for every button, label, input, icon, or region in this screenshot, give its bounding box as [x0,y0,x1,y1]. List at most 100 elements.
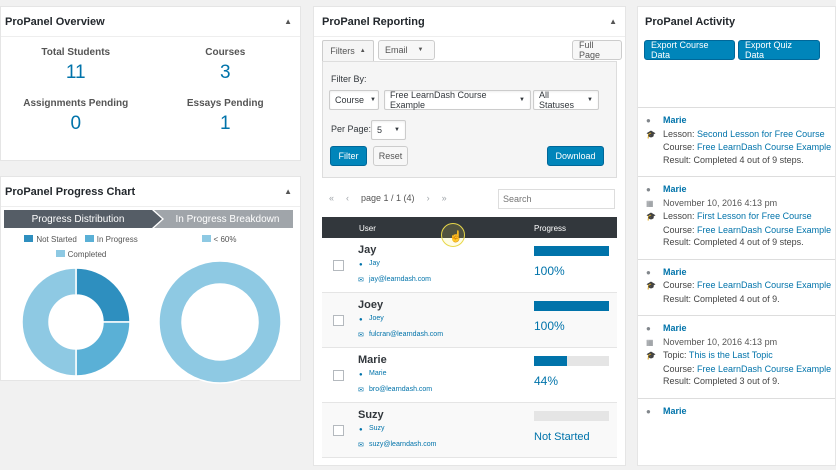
row-checkbox[interactable] [333,425,344,436]
progress-track [534,246,609,256]
tab-progress-distribution[interactable]: Progress Distribution [31,214,125,225]
caret-down-icon: ▼ [370,97,376,103]
user-icon: ● [359,262,363,268]
collapse-arrow-icon[interactable]: ▲ [609,17,617,26]
full-page-button[interactable]: Full Page [572,40,622,60]
activity-title: ProPanel Activity [645,16,736,28]
activity-user-link[interactable]: Marie [663,323,687,333]
activity-line-link[interactable]: First Lesson for Free Course [697,211,812,221]
search-input[interactable] [498,189,615,209]
tab-email[interactable]: Email ▼ [378,40,435,60]
activity-line: Course: Free LearnDash Course Example [646,224,835,237]
user-email-link[interactable]: fulcran@learndash.com [369,331,444,338]
activity-user-row: ● Marie [646,266,835,280]
activity-line: Result: Completed 4 out of 9 steps. [646,236,835,249]
username-link[interactable]: Joey [369,315,384,322]
filter-box: Filter By: Course ▼ Free LearnDash Course… [322,61,617,178]
column-user[interactable]: User [359,224,376,233]
activity-line-text: Completed 4 out of 9. [693,293,780,304]
overview-header: ProPanel Overview ▲ [1,7,300,37]
stat-courses: Courses 3 [151,47,301,84]
legend-item: Completed [55,250,106,259]
activity-line-text: Completed 4 out of 9 steps. [693,154,804,165]
row-checkbox[interactable] [333,315,344,326]
activity-line-link[interactable]: Free LearnDash Course Example [697,363,832,374]
username-link[interactable]: Suzy [369,425,385,432]
stat-value: 3 [219,62,231,83]
legend-item: < 60% [201,235,236,244]
legend-swatch [24,235,34,242]
next-page-link[interactable]: › [426,193,430,203]
donut-slice-60[interactable] [159,261,282,384]
activity-line-link[interactable]: Free LearnDash Course Example [697,224,832,235]
username-link[interactable]: Marie [369,370,387,377]
user-email-link[interactable]: bro@learndash.com [369,386,433,393]
tab-in-progress-breakdown[interactable]: In Progress Breakdown [175,214,280,225]
chevron-down-icon: ▼ [417,47,424,53]
email-icon: ✉ [358,277,364,284]
donut-slice-in-progress[interactable] [75,321,131,377]
stat-essays-pending: Essays Pending 1 [151,98,301,135]
download-button[interactable]: Download [547,146,604,166]
progress-track [534,356,609,366]
progress-chart-header: ProPanel Progress Chart ▲ [1,177,300,207]
table-row: Jay ● Jay ✉ jay@learndash.com 100% [322,238,617,293]
mortarboard-icon: 🎓 [646,212,656,221]
legend-item: Not Started [24,235,77,244]
activity-user-row: ● Marie [646,405,835,419]
email-icon: ✉ [358,442,364,449]
chart-tabs: Progress Distribution In Progress Breakd… [4,210,293,228]
row-checkbox[interactable] [333,370,344,381]
activity-line: 🎓 Lesson: First Lesson for Free Course [646,210,835,224]
activity-line-label: Course: [663,363,695,374]
select-value: Free LearnDash Course Example [390,90,487,110]
stat-label: Assignments Pending [23,98,129,109]
export-course-data-button[interactable]: Export Course Data [644,40,735,60]
prev-page-link[interactable]: ‹ [346,193,350,203]
tab-filters-label: Filters [330,46,355,56]
activity-user-link[interactable]: Marie [663,115,687,125]
activity-line: Result: Completed 3 out of 9. [646,375,835,388]
activity-line-label: Result: [663,293,692,304]
user-name[interactable]: Marie [358,354,387,366]
activity-line-link[interactable]: Free LearnDash Course Example [697,280,832,290]
per-page-select[interactable]: 5 ▼ [371,120,406,140]
donut-slice-not-started[interactable] [75,268,131,323]
progress-fill [534,356,567,366]
user-email-link[interactable]: suzy@learndash.com [369,441,437,448]
collapse-arrow-icon[interactable]: ▲ [284,187,292,196]
filter-status-select[interactable]: All Statuses ▼ [533,90,599,110]
collapse-arrow-icon[interactable]: ▲ [284,17,292,26]
activity-line-link[interactable]: Free LearnDash Course Example [697,142,832,152]
activity-line-link[interactable]: Second Lesson for Free Course [697,128,825,139]
filter-type-select[interactable]: Course ▼ [329,90,379,110]
donut-slice-completed[interactable] [22,268,77,377]
last-page-link[interactable]: » [441,193,447,203]
activity-line-link[interactable]: This is the Last Topic [688,350,773,360]
column-progress[interactable]: Progress [534,224,567,233]
row-checkbox[interactable] [333,260,344,271]
activity-line-label: Result: [663,376,692,386]
filter-course-select[interactable]: Free LearnDash Course Example ▼ [384,90,531,110]
reporting-tabs: Filters ▲ Email ▼ Full Page [322,40,622,62]
activity-user-link[interactable]: Marie [663,184,687,194]
activity-user-link[interactable]: Marie [663,266,687,277]
user-name[interactable]: Suzy [358,409,384,421]
user-name[interactable]: Jay [358,244,377,256]
pagination: « ‹ page 1 / 1 (4) › » [329,193,447,203]
progress-text: 44% [534,374,559,388]
first-page-link[interactable]: « [329,193,335,203]
tab-filters[interactable]: Filters ▲ [322,40,374,62]
activity-item: ● Marie ▦ November 10, 2016 4:13 pm 🎓 Lesson:… [638,176,835,259]
legend-swatch [201,235,211,242]
activity-line-label: Course: [663,142,695,152]
username-link[interactable]: Jay [369,260,380,267]
user-name[interactable]: Joey [358,299,384,311]
activity-user-link[interactable]: Marie [663,405,687,416]
reset-button[interactable]: Reset [373,146,408,166]
stat-label: Courses [205,47,246,58]
export-quiz-data-button[interactable]: Export Quiz Data [738,40,820,60]
hand-cursor-icon: ☝ [449,231,463,243]
filter-button[interactable]: Filter [330,146,367,166]
user-email-link[interactable]: jay@learndash.com [369,276,431,283]
